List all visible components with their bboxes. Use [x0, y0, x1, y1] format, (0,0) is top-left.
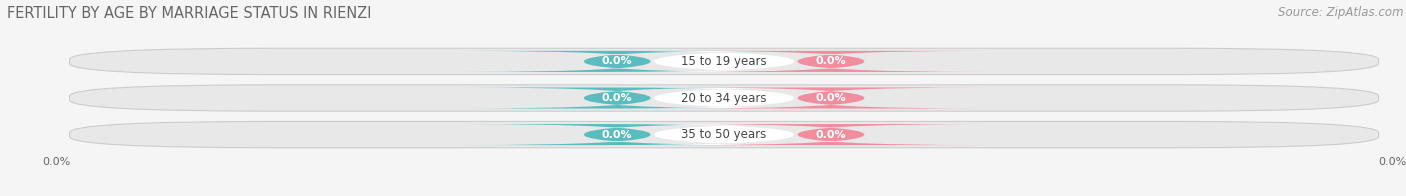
- FancyBboxPatch shape: [458, 87, 776, 109]
- FancyBboxPatch shape: [672, 51, 990, 72]
- Text: 20 to 34 years: 20 to 34 years: [682, 92, 766, 104]
- Text: 0.0%: 0.0%: [602, 93, 633, 103]
- FancyBboxPatch shape: [672, 124, 990, 145]
- FancyBboxPatch shape: [602, 124, 846, 145]
- Text: 0.0%: 0.0%: [602, 56, 633, 66]
- Text: Source: ZipAtlas.com: Source: ZipAtlas.com: [1278, 6, 1403, 19]
- Text: 0.0%: 0.0%: [815, 56, 846, 66]
- FancyBboxPatch shape: [69, 85, 1379, 111]
- FancyBboxPatch shape: [672, 87, 990, 109]
- Text: 0.0%: 0.0%: [815, 93, 846, 103]
- Text: 0.0%: 0.0%: [602, 130, 633, 140]
- FancyBboxPatch shape: [69, 48, 1379, 75]
- FancyBboxPatch shape: [69, 121, 1379, 148]
- FancyBboxPatch shape: [602, 87, 846, 109]
- FancyBboxPatch shape: [458, 124, 776, 145]
- Text: 0.0%: 0.0%: [815, 130, 846, 140]
- FancyBboxPatch shape: [602, 51, 846, 72]
- Text: FERTILITY BY AGE BY MARRIAGE STATUS IN RIENZI: FERTILITY BY AGE BY MARRIAGE STATUS IN R…: [7, 6, 371, 21]
- FancyBboxPatch shape: [458, 51, 776, 72]
- Text: 35 to 50 years: 35 to 50 years: [682, 128, 766, 141]
- Legend: Married, Unmarried: Married, Unmarried: [645, 193, 803, 196]
- Text: 15 to 19 years: 15 to 19 years: [682, 55, 766, 68]
